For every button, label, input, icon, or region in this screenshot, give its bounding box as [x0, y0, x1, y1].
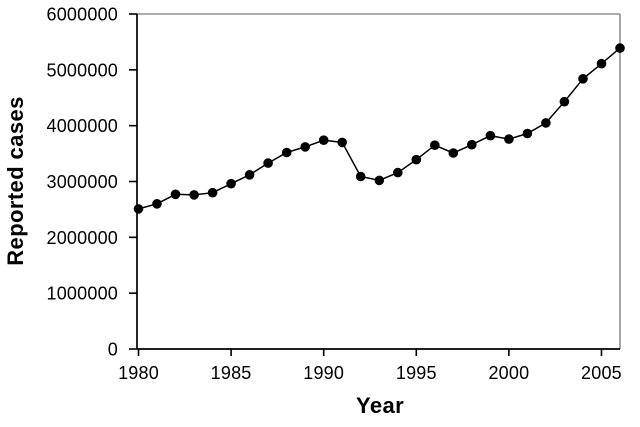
- data-point-marker: [355, 171, 366, 182]
- x-tick-label: 2005: [581, 363, 622, 383]
- data-point-marker: [244, 170, 255, 180]
- data-point-marker: [207, 187, 218, 198]
- data-point-marker: [522, 128, 533, 139]
- data-point-marker: [300, 142, 311, 152]
- y-tick-label: 6000000: [47, 5, 118, 25]
- data-point-marker: [504, 134, 514, 144]
- data-point-marker: [374, 175, 385, 186]
- data-point-marker: [485, 130, 496, 141]
- data-point-marker: [596, 58, 607, 69]
- data-point-marker: [541, 118, 551, 128]
- y-tick-label: 1000000: [47, 284, 118, 304]
- data-point-marker: [318, 135, 329, 145]
- data-point-marker: [281, 147, 292, 158]
- data-point-marker: [615, 43, 625, 53]
- data-point-marker: [189, 190, 199, 200]
- x-tick-label: 1995: [396, 363, 437, 383]
- x-tick-label: 2000: [488, 363, 529, 383]
- data-point-marker: [226, 178, 236, 189]
- y-tick-label: 4000000: [47, 116, 118, 136]
- data-point-marker: [152, 199, 162, 209]
- x-tick-label: 1980: [118, 363, 159, 383]
- data-point-marker: [448, 148, 459, 158]
- y-tick-label: 0: [108, 340, 118, 360]
- y-tick-label: 2000000: [47, 228, 118, 248]
- x-tick-label: 1985: [211, 363, 252, 383]
- y-tick-label: 5000000: [47, 60, 118, 80]
- data-point-marker: [411, 154, 422, 165]
- data-point-marker: [467, 139, 477, 150]
- data-point-marker: [430, 140, 440, 150]
- data-point-marker: [337, 137, 348, 148]
- y-axis-title: Reported cases: [3, 96, 28, 266]
- data-point-marker: [393, 167, 403, 178]
- data-point-marker: [133, 204, 144, 214]
- x-axis-title: Year: [355, 393, 405, 418]
- data-point-marker: [578, 74, 588, 84]
- data-point-marker: [170, 189, 181, 200]
- y-tick-label: 3000000: [47, 172, 118, 192]
- data-point-marker: [559, 96, 570, 107]
- x-tick-label: 1990: [303, 363, 344, 383]
- data-point-marker: [263, 158, 273, 168]
